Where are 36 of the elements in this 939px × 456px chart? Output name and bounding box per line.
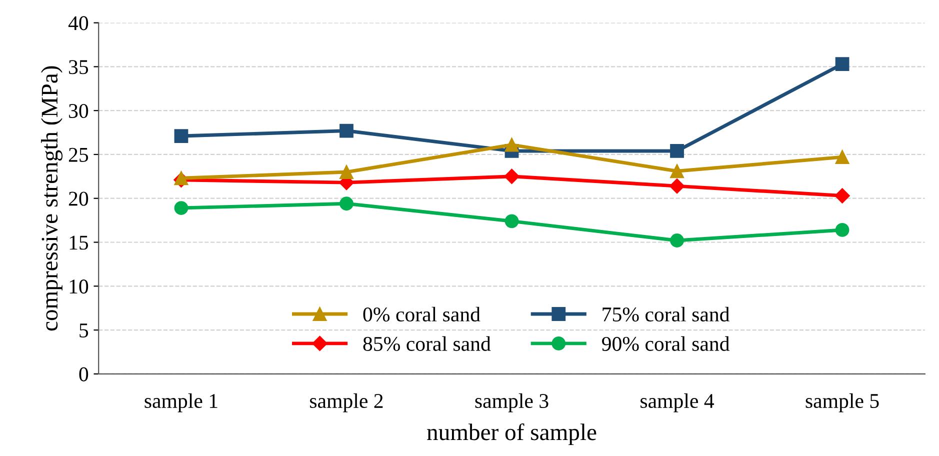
point (504, 214, 519, 228)
legend-label: 85% coral sand (363, 336, 491, 352)
x-tick-label: sample 3 (475, 393, 548, 412)
point (835, 223, 850, 237)
x-tick-label: sample 1 (144, 393, 218, 412)
y-tick-label: 5 (80, 324, 88, 338)
y-tick-label: 25 (68, 148, 88, 162)
x-tick-label: sample 5 (806, 393, 879, 412)
point (340, 124, 354, 138)
y-tick-label: 35 (69, 60, 88, 74)
y-tick-label: 0 (79, 367, 88, 382)
legend-label: 0% coral sand (363, 306, 480, 322)
legend-label: 90% coral sand (602, 336, 730, 352)
point (669, 178, 685, 194)
y-tick-label: 30 (69, 104, 88, 118)
point (834, 188, 850, 204)
point (340, 165, 354, 179)
legend-label: 75% coral sand (602, 306, 730, 322)
point (504, 138, 519, 152)
point (174, 201, 188, 215)
point (174, 129, 188, 143)
point (835, 150, 850, 164)
x-axis-title: number of sample (427, 423, 596, 446)
y-axis-title: compressive strength (MPa) (41, 66, 62, 331)
y-tick-label: 10 (70, 280, 88, 294)
y-tick-label: 40 (68, 16, 88, 30)
point (670, 234, 684, 248)
point (835, 57, 850, 71)
x-tick-label: sample 4 (640, 393, 714, 412)
point (670, 144, 684, 158)
y-tick-label: 20 (68, 192, 88, 206)
point (504, 168, 520, 184)
y-tick-label: 15 (70, 236, 88, 250)
point (340, 196, 354, 211)
point (670, 164, 684, 178)
x-tick-label: sample 2 (310, 393, 383, 412)
